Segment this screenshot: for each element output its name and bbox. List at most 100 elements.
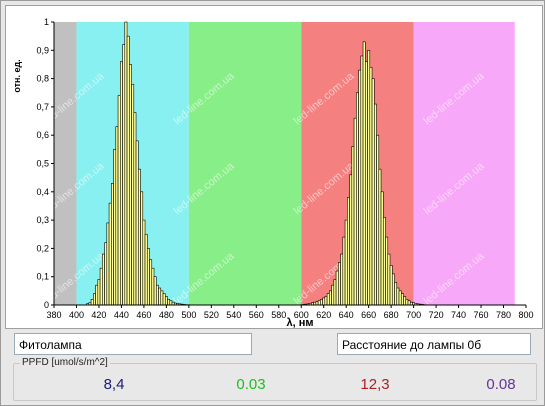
ppfd-blue-value: 8,4 [103,376,125,393]
bar-s0-32 [158,287,162,306]
bar-s1-36 [380,191,384,306]
bar-s1-21 [347,197,350,306]
spectral-band-4 [413,22,515,305]
y-tick-label-3: 0,3 [36,215,49,225]
bar-s0-36 [167,299,171,306]
x-tick-label-18: 740 [451,310,466,320]
ppfd-label: PPFD [umol/s/m^2] [20,357,110,368]
spectrum-chart-panel: led-line.com.ua led-line.com.ua led-line.c… [5,5,543,329]
ppfd-far-red-value: 0.08 [486,376,516,393]
bar-s1-35 [378,168,382,306]
y-tick-label-6: 0,6 [36,130,49,140]
bar-s1-34 [376,134,380,306]
bar-s0-30 [153,276,157,306]
bar-s1-33 [373,103,377,306]
x-tick-label-0: 380 [46,310,61,320]
bar-s1-41 [391,273,395,306]
x-tick-label-16: 700 [406,310,421,320]
bar-s0-11 [111,183,114,306]
bar-s1-45 [400,293,404,306]
bar-s1-38 [385,236,389,306]
bar-s0-4 [95,284,99,306]
x-tick-label-6: 500 [181,310,196,320]
bar-s0-16 [122,44,126,306]
bar-s1-43 [396,287,400,306]
y-tick-label-0: 0 [44,300,49,310]
x-tick-label-1: 400 [69,310,84,320]
lamp-distance-field[interactable]: Расстояние до лампы 0б [337,333,531,355]
spectral-band-2 [188,22,302,305]
bar-s1-11 [324,296,328,306]
bar-s1-29 [364,61,368,306]
bar-s1-18 [340,253,344,306]
bar-s1-15 [333,279,337,306]
bar-s1-47 [405,299,409,306]
lamp-name-field[interactable]: Фитолампа [14,333,252,355]
y-tick-label-7: 0,7 [36,102,49,112]
bar-s0-24 [140,191,144,306]
bar-s1-19 [342,236,346,306]
x-tick-label-9: 560 [249,310,264,320]
bar-s1-17 [338,262,341,306]
bar-s0-26 [144,233,148,306]
y-tick-label-4: 0,4 [36,187,49,197]
bar-s0-23 [137,168,141,306]
y-tick-label-2: 0,2 [36,243,49,253]
bar-s1-48 [407,300,411,306]
bar-s0-22 [135,140,139,306]
x-tick-label-15: 680 [384,310,399,320]
ppfd-group: PPFD [umol/s/m^2] 8,4 0.03 12,3 0.08 [13,357,537,401]
y-tick-label-8: 0,8 [36,74,49,84]
bar-s1-14 [331,284,335,306]
x-tick-label-12: 620 [316,310,331,320]
ppfd-red-value: 12,3 [360,376,390,393]
bar-s1-23 [351,146,355,306]
bar-s0-20 [131,83,135,306]
bar-s1-32 [371,78,375,306]
bar-s1-8 [317,300,321,306]
bar-s0-12 [113,149,117,306]
bar-s0-18 [126,35,130,306]
bar-s0-17 [124,21,128,306]
bar-s0-5 [97,279,101,306]
bar-s1-7 [315,301,319,306]
bar-s0-15 [120,61,123,306]
bar-s0-8 [104,242,108,306]
bar-s1-20 [344,219,348,306]
x-tick-label-2: 420 [91,310,106,320]
bar-s0-28 [149,259,153,306]
bar-s0-25 [142,219,146,306]
y-tick-label-10: 1 [44,17,49,27]
bar-s0-6 [99,267,103,306]
x-tick-label-7: 520 [204,310,219,320]
bar-s0-2 [90,299,94,306]
bar-s1-10 [322,297,326,306]
bar-s1-24 [353,117,357,306]
x-tick-label-17: 720 [429,310,444,320]
y-axis-label: отн. ед. [12,59,22,92]
bar-s0-33 [160,290,164,306]
bar-s1-9 [320,299,323,306]
bar-s1-26 [358,69,362,306]
x-tick-label-21: 800 [518,310,533,320]
bar-s1-44 [398,290,402,306]
x-axis-label: λ, нм [286,317,313,328]
bar-s0-10 [108,202,112,306]
x-tick-label-3: 440 [114,310,129,320]
bar-s0-29 [151,267,155,306]
x-tick-label-20: 780 [496,310,511,320]
bar-s0-19 [128,64,132,306]
bar-s0-34 [162,293,166,306]
bar-s1-46 [403,296,407,306]
bar-s1-42 [394,282,398,306]
bar-s0-35 [164,296,168,306]
bar-s1-39 [387,253,391,306]
spectrum-chart: led-line.com.ua led-line.com.ua led-line.c… [12,17,534,328]
y-tick-label-1: 0,1 [36,272,49,282]
x-tick-label-19: 760 [474,310,489,320]
bar-s1-12 [326,293,330,306]
bar-s1-13 [329,290,332,306]
bar-s0-27 [146,248,150,306]
bar-s0-9 [106,222,110,306]
bar-s0-31 [155,284,159,306]
